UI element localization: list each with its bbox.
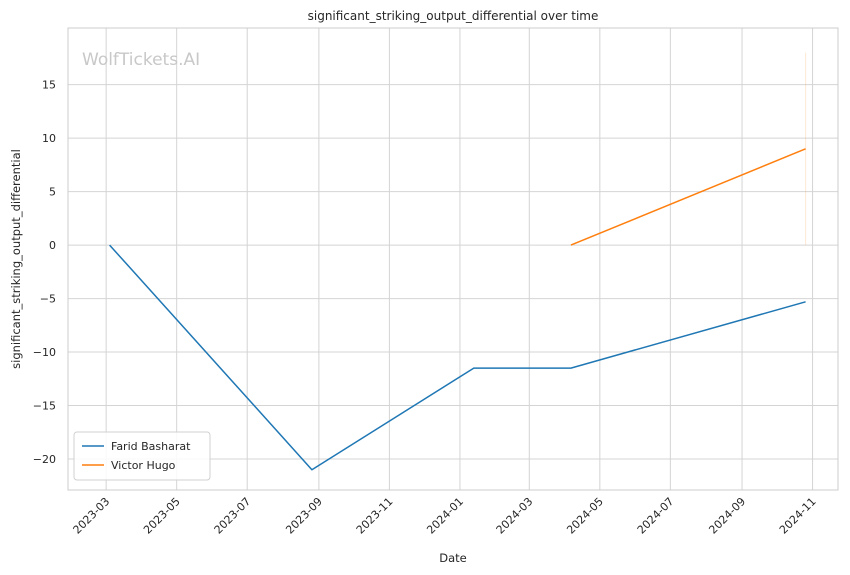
legend-label: Farid Basharat <box>111 440 191 453</box>
chart-title: significant_striking_output_differential… <box>308 9 599 23</box>
plot-frame <box>67 27 839 491</box>
series-line-1 <box>109 244 806 471</box>
y-tick-label: 0 <box>49 239 56 252</box>
legend-box <box>73 431 211 481</box>
series-lines <box>109 148 806 471</box>
y-tick-label: −15 <box>33 400 56 413</box>
series-line-2 <box>570 148 806 246</box>
y-tick-label: −5 <box>40 293 56 306</box>
y-tick-label: 15 <box>42 79 56 92</box>
y-axis-label: significant_striking_output_differential <box>9 149 23 369</box>
y-tick-label: −20 <box>33 453 56 466</box>
y-axis-ticks: −20 −15 −10 −5 0 5 10 15 <box>33 79 56 466</box>
y-tick-label: 5 <box>49 186 56 199</box>
legend-label: Victor Hugo <box>111 459 176 472</box>
legend: Farid Basharat Victor Hugo <box>73 431 211 481</box>
watermark: WolfTickets.AI <box>82 50 200 70</box>
y-tick-label: −10 <box>33 346 56 359</box>
x-axis-label: Date <box>439 551 467 565</box>
y-tick-label: 10 <box>42 132 56 145</box>
